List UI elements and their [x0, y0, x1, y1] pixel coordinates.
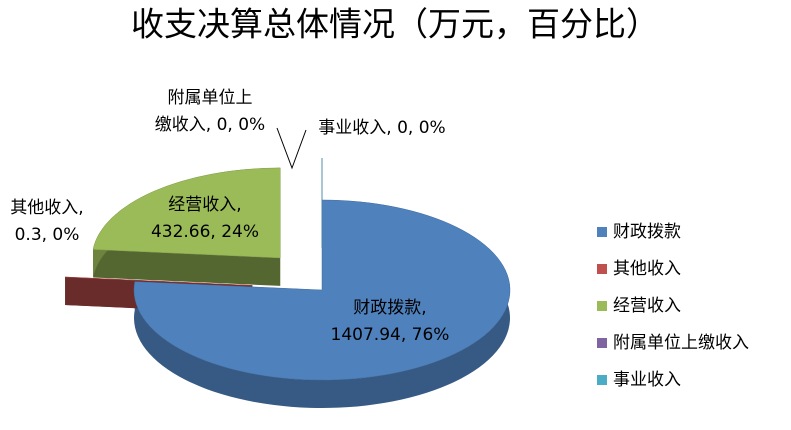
legend-swatch: [597, 338, 607, 348]
legend-label: 附属单位上缴收入: [613, 333, 749, 353]
data-label: 事业收入, 0, 0%: [318, 118, 445, 138]
leader-line: [276, 127, 307, 170]
data-labels: 财政拨款, 1407.94, 76% 其他收入, 0.3, 0% 经营收入, 432.66…: [10, 88, 449, 345]
legend-swatch: [597, 301, 607, 311]
data-label: 附属单位上: [168, 88, 253, 108]
data-label: 0.3, 0%: [15, 225, 80, 245]
legend-swatch: [597, 375, 607, 385]
pie: [64, 158, 511, 408]
slice: [133, 199, 511, 381]
data-label: 缴收入, 0, 0%: [155, 115, 265, 135]
slice-side: [93, 249, 281, 286]
data-label: 432.66, 24%: [151, 222, 259, 242]
legend-swatch: [597, 227, 607, 237]
slice: [64, 276, 253, 286]
data-label: 其他收入,: [10, 198, 83, 218]
slice: [92, 167, 281, 259]
legend-label: 财政拨款: [613, 222, 681, 242]
chart-title: 收支决算总体情况（万元，百分比）: [131, 5, 659, 44]
legend-swatch: [597, 264, 607, 274]
data-label: 经营收入,: [168, 195, 241, 215]
legend-label: 其他收入: [613, 259, 681, 279]
legend-label: 事业收入: [613, 370, 681, 390]
data-label: 财政拨款,: [353, 298, 426, 318]
data-label: 1407.94, 76%: [331, 325, 450, 345]
legend-label: 经营收入: [613, 296, 681, 316]
